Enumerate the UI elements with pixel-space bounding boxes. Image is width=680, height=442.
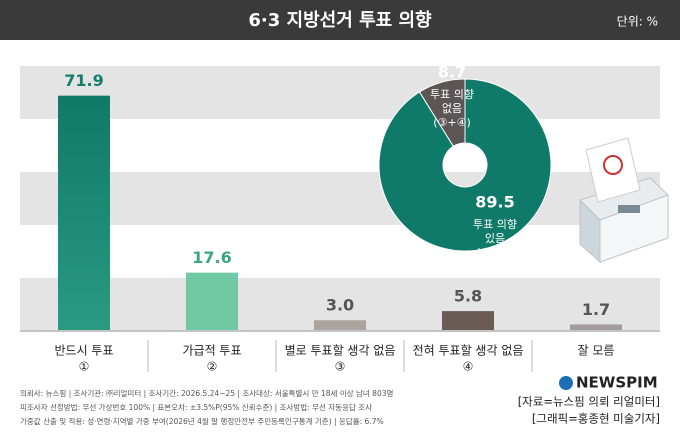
slice-label: 없음 bbox=[442, 102, 462, 115]
unit: 단위: % bbox=[617, 15, 658, 29]
stripe bbox=[20, 66, 660, 119]
slice-label: 있음 bbox=[485, 232, 505, 245]
value-label: 17.6 bbox=[192, 248, 231, 267]
bar bbox=[314, 320, 366, 330]
bar bbox=[442, 311, 494, 330]
category-mark: ① bbox=[79, 360, 90, 374]
value-label: 3.0 bbox=[326, 296, 354, 315]
pie-slice bbox=[378, 78, 552, 252]
note: 피조사자 선정방법: 무선 가상번호 100% | 표본오차: ±3.5%P(9… bbox=[20, 402, 372, 412]
category-mark: ④ bbox=[463, 360, 474, 374]
bar bbox=[186, 272, 238, 330]
credit: [그래픽=홍종현 미술기자] bbox=[532, 412, 660, 426]
stripe bbox=[20, 172, 660, 225]
stripes bbox=[20, 66, 660, 330]
value-label: 1.7 bbox=[582, 300, 610, 319]
category-mark: ③ bbox=[335, 360, 346, 374]
bar bbox=[58, 95, 110, 330]
category-label: 반드시 투표 bbox=[54, 344, 113, 358]
brand-logo bbox=[559, 376, 573, 390]
slice-label: 투표 의향 bbox=[473, 218, 517, 231]
note: 의뢰사: 뉴스핌 | 조사기관: ㈜리얼미터 | 조사기간: 2026.5.24… bbox=[20, 388, 393, 398]
title: 6·3 지방선거 투표 의향 bbox=[248, 10, 432, 31]
slice-value: 8.7 bbox=[438, 63, 466, 82]
slice-label: (③+④) bbox=[433, 116, 471, 129]
slice-label: (①+②) bbox=[476, 246, 514, 259]
value-label: 71.9 bbox=[64, 71, 103, 90]
category-label: 별로 투표할 생각 없음 bbox=[285, 344, 396, 358]
brand: NEWSPIM bbox=[576, 374, 658, 392]
ballot-box bbox=[579, 137, 669, 264]
slice-label: 투표 의향 bbox=[430, 88, 474, 101]
pie-slice bbox=[418, 78, 466, 148]
credit: [자료=뉴스핌 의뢰 리얼미터] bbox=[518, 395, 660, 409]
category-label: 가급적 투표 bbox=[182, 344, 241, 358]
title-bar bbox=[0, 0, 680, 40]
slice-value: 89.5 bbox=[475, 193, 514, 212]
category-mark: ② bbox=[207, 360, 218, 374]
category-label: 잘 모름 bbox=[578, 344, 615, 358]
note: 가중값 산출 및 적용: 성·연령·지역별 가중 부여(2026년 4월 말 행… bbox=[20, 416, 384, 426]
bar bbox=[570, 324, 622, 330]
value-label: 5.8 bbox=[454, 287, 482, 306]
category-label: 전혀 투표할 생각 없음 bbox=[413, 344, 524, 358]
